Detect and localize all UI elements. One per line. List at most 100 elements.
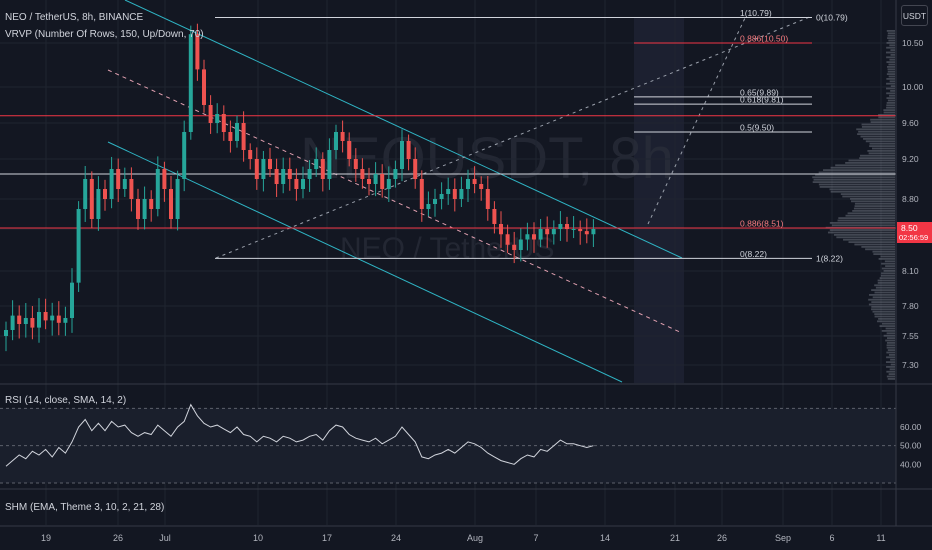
volume-profile-row [887,37,895,39]
volume-profile-row [887,68,895,71]
channel-median-line[interactable] [107,69,683,334]
volume-profile-row [871,301,895,303]
candle-body-12 [83,179,88,209]
volume-profile-row [837,219,895,222]
candle-body-72 [479,184,484,189]
volume-profile-row [836,236,895,239]
price-tick-8: 7.55 [902,331,919,341]
candle-body-30 [202,69,206,105]
candle-body-69 [459,189,464,199]
shm-indicator-label[interactable]: SHM (EMA, Theme 3, 10, 2, 21, 28) [5,502,165,513]
volume-profile-row [880,274,895,277]
volume-profile-row [886,370,895,373]
candle-body-24 [162,169,167,189]
candle-body-29 [195,34,200,70]
currency-button[interactable]: USDT [901,5,928,26]
time-tick-8: 14 [600,533,610,543]
volume-profile-row [886,56,895,59]
volume-profile-row [833,234,895,236]
volume-profile-row [879,325,895,327]
time-tick-5: 24 [391,533,401,543]
volume-profile-row [861,246,895,248]
candle-body-4 [30,318,35,328]
volume-profile-row [887,349,895,351]
candle-body-47 [314,159,319,169]
candle-body-75 [499,224,503,235]
price-badge[interactable] [897,222,932,243]
volume-profile-row [890,49,895,51]
candle-body-42 [281,169,286,184]
volume-profile-row [889,368,895,371]
volume-profile-row [850,198,895,200]
time-tick-1: 26 [113,533,123,543]
rsi-line [5,403,594,467]
vrvp-indicator-label[interactable]: VRVP (Number Of Rows, 150, Up/Down, 70) [5,29,204,40]
candle-body-31 [208,105,213,123]
time-tick-9: 21 [670,533,680,543]
volume-profile-row [815,174,895,176]
candle-body-66 [439,194,444,199]
volume-profile-row [888,354,895,356]
volume-profile-row [823,169,895,171]
candle-body-65 [433,199,437,204]
volume-profile-row [871,308,895,311]
volume-profile-row [885,339,895,342]
candle-body-38 [254,159,259,179]
volume-profile-row [889,58,895,61]
projection-dashed[interactable] [647,17,746,225]
candle-body-39 [261,159,266,179]
volume-profile-row [829,188,895,191]
rsi-pane [0,403,896,484]
volume-profile-row [878,114,895,116]
volume-profile-row [885,361,895,363]
candle-body-5 [37,312,41,328]
candle-body-14 [96,189,101,219]
volume-profile-row [881,330,895,332]
candle-body-21 [142,199,147,219]
channel-upper-line[interactable] [124,0,683,259]
candle-body-13 [89,179,94,219]
volume-profile-row [818,171,895,174]
price-tick-4: 8.80 [902,194,919,204]
fib-trend-dashed[interactable] [215,15,813,259]
candle-body-45 [301,179,305,189]
volume-profile-row [845,214,895,217]
candle-body-79 [525,234,530,240]
volume-profile-row [813,178,895,181]
volume-profile-row [829,229,895,231]
fib-retracement[interactable]: 1(10.79) 0.886(10.50) 0.65(9.89)0.618(9.81… [215,8,848,263]
projection-shade [634,18,684,383]
fib-level-label-6: 0(8.22) [740,249,767,259]
candle-body-74 [492,209,497,224]
fib-right-label-0: 0(10.79) [816,12,848,22]
candle-body-71 [472,179,477,184]
volume-profile-row [887,378,895,380]
volume-profile-row [870,121,895,123]
symbol-title[interactable]: NEO / TetherUS, 8h, BINANCE [5,12,144,23]
candle-body-86 [571,229,576,230]
rsi-indicator-label[interactable]: RSI (14, close, SMA, 14, 2) [5,395,127,406]
candle-body-64 [426,204,431,209]
volume-profile-row [869,294,895,296]
volume-profile-row [845,162,895,164]
candle-body-87 [578,229,583,232]
time-tick-12: 6 [829,533,834,543]
candle-body-18 [122,179,127,189]
volume-profile-row [883,111,895,114]
volume-profile-row [865,248,895,251]
volume-profile-row [887,32,895,35]
volume-profile-row [848,159,895,162]
channel-lower-line[interactable] [107,141,623,383]
volume-profile-row [859,157,895,159]
candle-body-50 [334,132,338,150]
volume-profile-row [886,82,895,85]
volume-profile-row [886,332,895,335]
candle-body-10 [70,282,74,318]
candle-body-43 [287,169,292,179]
volume-profile-row [871,147,895,150]
volume-profile-row [878,258,895,260]
candle-body-36 [241,123,246,150]
candle-body-56 [373,174,378,184]
